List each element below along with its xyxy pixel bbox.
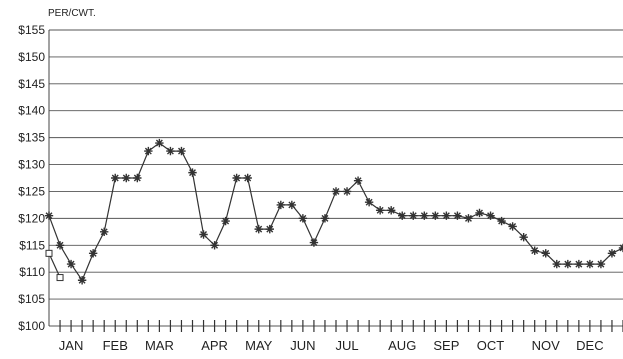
series-point	[144, 146, 153, 156]
x-month-label: OCT	[477, 338, 505, 353]
series-point	[155, 138, 164, 148]
x-month-label: FEB	[103, 338, 128, 353]
series-point	[541, 249, 550, 258]
series-layer	[44, 138, 623, 285]
series-point	[309, 238, 319, 247]
series-point	[166, 146, 175, 156]
x-month-label: MAY	[245, 338, 273, 353]
x-month-label: MAR	[145, 338, 174, 353]
series-point	[475, 208, 484, 218]
series-point	[243, 173, 252, 183]
series-point	[563, 259, 573, 269]
series-point	[508, 222, 517, 231]
series-point	[254, 224, 263, 234]
y-tick-label: $140	[18, 104, 45, 118]
x-month-label: SEP	[433, 338, 459, 353]
y-tick-label: $135	[18, 131, 45, 145]
series-point	[574, 259, 584, 269]
series-point	[331, 187, 341, 196]
series-point	[133, 173, 142, 183]
x-month-label: JAN	[59, 338, 84, 353]
series-point	[55, 241, 65, 250]
series-point	[552, 259, 561, 269]
series-point	[453, 211, 462, 220]
y-tick-label: $120	[18, 211, 45, 225]
series-point	[386, 206, 396, 215]
y-tick-label: $105	[18, 292, 45, 306]
series-point	[486, 211, 495, 220]
series-point	[265, 224, 274, 234]
y-tick-label: $150	[18, 50, 45, 64]
series-point	[221, 216, 230, 226]
series-point	[464, 214, 473, 223]
x-month-label: JUL	[335, 338, 358, 353]
series-point	[66, 259, 76, 269]
x-month-label: JUN	[290, 338, 315, 353]
series-point	[409, 211, 418, 220]
series-point	[77, 276, 87, 285]
series-point	[607, 249, 617, 258]
y-tick-label: $100	[18, 319, 45, 333]
label-layer: PER/CWT. $100 $105 $110 $115 $120 $125 $130 $13…	[18, 8, 603, 353]
y-tick-label: $115	[19, 238, 45, 252]
x-month-label: DEC	[576, 338, 603, 353]
series-point	[276, 200, 286, 210]
series-point	[56, 274, 64, 282]
series-point	[177, 146, 186, 156]
series-point	[353, 176, 363, 185]
series-point	[431, 211, 440, 220]
series-point	[375, 206, 385, 215]
y-tick-label: $110	[19, 265, 45, 279]
series-point	[442, 211, 451, 220]
axis-layer	[48, 30, 623, 332]
series-point	[99, 227, 109, 237]
series-point	[88, 249, 98, 258]
y-tick-label: $125	[18, 184, 45, 198]
x-month-label: APR	[201, 338, 228, 353]
series-point	[497, 216, 506, 226]
series-point	[364, 198, 374, 207]
series-point	[45, 249, 53, 257]
series-point	[320, 214, 330, 223]
series-point	[122, 173, 131, 183]
x-month-label: NOV	[532, 338, 561, 353]
x-month-label: AUG	[388, 338, 416, 353]
series-line	[48, 253, 61, 278]
y-axis-unit-label: PER/CWT.	[48, 8, 96, 19]
series-point	[188, 168, 197, 177]
y-tick-label: $145	[18, 77, 45, 91]
series-point	[232, 173, 241, 183]
series-point	[287, 200, 297, 210]
series-point	[398, 211, 407, 220]
y-tick-label: $155	[18, 23, 45, 37]
series-point	[519, 233, 528, 242]
series-line	[48, 142, 623, 282]
series-point	[44, 211, 54, 220]
series-point	[342, 187, 352, 196]
y-tick-label: $130	[18, 158, 45, 172]
series-point	[298, 214, 308, 223]
series-point	[596, 259, 606, 269]
series-point	[210, 241, 219, 250]
series-point	[199, 230, 208, 239]
series-point	[111, 173, 120, 183]
series-point	[420, 211, 429, 220]
series-point	[530, 246, 539, 255]
series-point	[585, 259, 595, 269]
